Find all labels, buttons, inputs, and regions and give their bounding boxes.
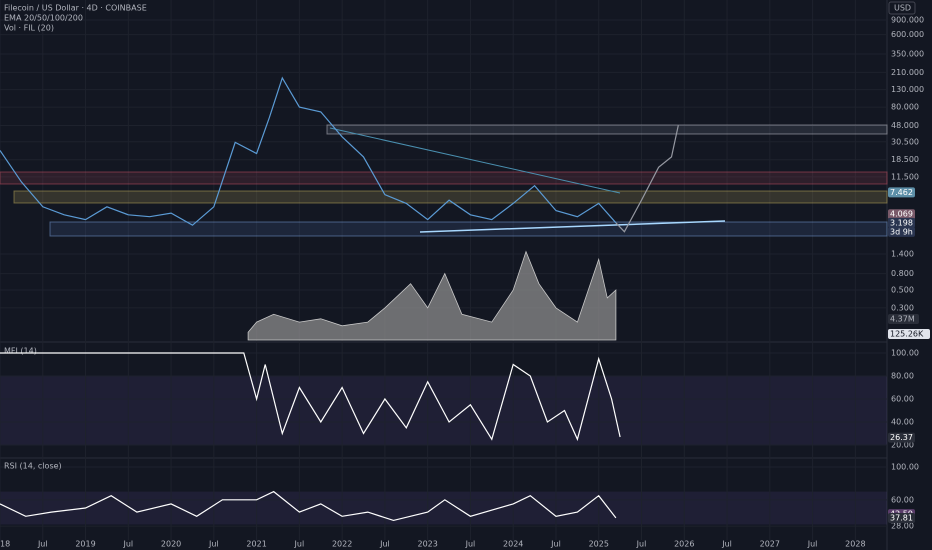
y-tick-label: 40.00 — [891, 418, 914, 427]
x-tick-label: Jul — [807, 540, 818, 549]
series-line — [0, 352, 621, 442]
y-tick-label: 48.000 — [891, 121, 919, 130]
x-tick-label: Jul — [550, 540, 561, 549]
y-tick-label: 130.000 — [891, 85, 924, 94]
x-tick-label: 2018 — [0, 540, 10, 549]
resistance-zone — [0, 171, 888, 185]
x-tick-label: 2024 — [503, 540, 523, 549]
price-badge-label: 37.81 — [890, 514, 913, 523]
x-tick-label: Jul — [294, 540, 305, 549]
y-tick-label: 210.000 — [891, 68, 924, 77]
x-tick-label: Jul — [37, 540, 48, 549]
y-tick-label: 80.00 — [891, 372, 914, 381]
support-zone — [49, 221, 888, 237]
volume-label: Vol · FIL (20) — [4, 24, 54, 33]
y-tick-label: 30.500 — [891, 137, 919, 146]
y-tick-label: 0.300 — [891, 303, 914, 312]
x-tick-label: 2028 — [845, 540, 865, 549]
pane-label: MFI (14) — [4, 347, 37, 356]
x-tick-label: 2019 — [75, 540, 95, 549]
x-tick-label: 2026 — [674, 540, 694, 549]
series-line — [615, 125, 679, 233]
countdown: 3d 9h — [890, 227, 913, 236]
badge — [888, 329, 930, 339]
indicator-band — [0, 491, 887, 525]
y-tick-label: 20.00 — [891, 441, 914, 450]
currency-button[interactable] — [888, 1, 916, 15]
x-tick-label: 2021 — [246, 540, 266, 549]
x-tick-label: Jul — [636, 540, 647, 549]
x-tick-label: 2025 — [589, 540, 609, 549]
y-tick-label: 11.500 — [891, 172, 919, 181]
trend-line — [419, 220, 726, 233]
symbol-title: Filecoin / US Dollar · 4D · COINBASE — [4, 4, 147, 13]
price-badge — [888, 209, 915, 220]
series-line — [0, 490, 617, 522]
pane-label: RSI (14, close) — [4, 462, 62, 471]
x-tick-label: Jul — [208, 540, 219, 549]
y-tick-label: 60.00 — [891, 495, 914, 504]
y-tick-label: 18.500 — [891, 155, 919, 164]
y-tick-label: 1.400 — [891, 250, 914, 259]
x-tick-label: Jul — [379, 540, 390, 549]
price-badge — [888, 187, 915, 198]
x-tick-label: Jul — [122, 540, 133, 549]
badge — [888, 314, 919, 324]
price-badge — [888, 513, 915, 524]
y-tick-label: 60.00 — [891, 395, 914, 404]
price-axis — [887, 0, 932, 550]
x-tick-label: 2020 — [161, 540, 181, 549]
y-tick-label: 350.000 — [891, 49, 924, 58]
indicator-label: EMA 20/50/100/200 — [4, 14, 83, 23]
y-tick-label: 600.000 — [891, 30, 924, 39]
price-badge-label: 7.462 — [890, 188, 913, 197]
price-badge — [888, 217, 915, 228]
volume-area — [247, 250, 617, 341]
x-tick-label: Jul — [465, 540, 476, 549]
y-tick-label: 80.000 — [891, 103, 919, 112]
countdown-badge — [888, 226, 915, 237]
y-tick-label: 100.00 — [891, 349, 919, 358]
currency[interactable]: USD — [894, 4, 911, 13]
price-badge — [888, 432, 915, 443]
x-tick-label: 2022 — [332, 540, 352, 549]
x-tick-label: 2023 — [417, 540, 437, 549]
y-tick-label: 900.000 — [891, 16, 924, 25]
price-badge-label: 3.198 — [890, 218, 913, 227]
y-tick-label: 100.00 — [891, 462, 919, 471]
volume-badge: 125.26K — [890, 330, 924, 339]
x-tick-label: Jul — [721, 540, 732, 549]
y-tick-label: 0.800 — [891, 269, 914, 278]
target-zone — [326, 124, 888, 135]
trend-line — [329, 127, 621, 194]
y-tick-label: 28.00 — [891, 522, 914, 531]
price-badge-label: 4.069 — [890, 210, 913, 219]
supply-zone — [13, 190, 888, 204]
x-tick-label: 2027 — [760, 540, 780, 549]
series-line — [0, 76, 617, 226]
y-tick-label: 0.500 — [891, 286, 914, 295]
price-badge-label: 26.37 — [890, 433, 913, 442]
volume-badge: 4.37M — [890, 315, 915, 324]
